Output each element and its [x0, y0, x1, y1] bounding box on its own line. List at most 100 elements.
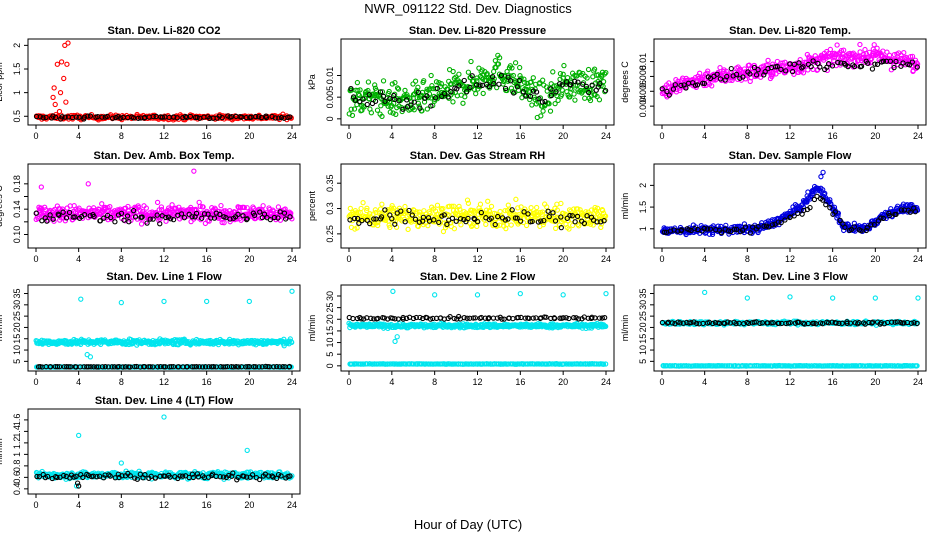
data-point — [193, 210, 200, 217]
data-point — [233, 364, 239, 370]
data-point — [349, 112, 356, 119]
data-point — [864, 225, 870, 231]
outlier-point — [246, 298, 252, 305]
data-point — [381, 315, 388, 321]
data-point — [683, 85, 689, 91]
data-point — [402, 219, 408, 225]
data-point — [559, 82, 565, 88]
data-point — [582, 95, 588, 101]
data-point — [66, 209, 73, 216]
data-point — [107, 203, 113, 210]
x-tick-label: 0 — [659, 377, 664, 387]
data-point — [393, 111, 399, 117]
data-point — [461, 77, 467, 84]
data-point — [775, 219, 781, 225]
data-point — [451, 203, 457, 209]
data-point — [281, 210, 288, 216]
data-point — [541, 217, 547, 224]
data-point — [154, 212, 160, 218]
data-point — [372, 98, 379, 104]
data-point — [560, 71, 566, 77]
data-point — [664, 88, 670, 95]
data-point — [832, 209, 838, 215]
data-point — [893, 211, 899, 218]
data-point — [428, 103, 434, 109]
data-point — [538, 218, 544, 224]
data-point — [709, 83, 715, 89]
data-point — [199, 364, 206, 370]
outlier-point — [702, 289, 708, 296]
data-point — [603, 361, 609, 367]
data-point — [91, 364, 97, 370]
data-point — [837, 217, 843, 224]
y-tick-label: 0.008 — [638, 65, 648, 88]
data-point — [489, 74, 496, 80]
data-point — [808, 63, 814, 70]
data-point — [670, 86, 677, 92]
data-point — [355, 91, 362, 98]
data-point — [790, 68, 796, 75]
data-point — [121, 217, 127, 223]
data-point — [62, 114, 68, 120]
data-point — [535, 219, 542, 225]
data-point — [585, 220, 591, 227]
data-point — [378, 214, 385, 220]
x-tick-label: 20 — [558, 131, 568, 141]
data-point — [251, 205, 257, 212]
x-tick-label: 4 — [702, 254, 707, 264]
outlier-point — [872, 295, 878, 301]
data-point — [398, 208, 404, 214]
y-tick-label: 25 — [638, 311, 648, 321]
data-point — [521, 209, 527, 215]
data-point — [351, 106, 358, 112]
data-point — [235, 364, 242, 370]
data-point — [791, 61, 797, 67]
data-point — [468, 58, 474, 65]
data-point — [554, 207, 560, 213]
data-point — [857, 41, 863, 48]
data-point — [514, 215, 520, 221]
y-tick-label: 1.5 — [638, 201, 648, 214]
data-point — [528, 79, 534, 85]
data-point — [388, 361, 394, 367]
data-point — [857, 49, 863, 55]
data-point — [502, 85, 509, 92]
data-point — [566, 315, 572, 322]
data-point — [694, 82, 701, 88]
data-point — [677, 87, 683, 94]
data-point — [373, 209, 379, 216]
data-point — [257, 209, 263, 215]
x-tick-label: 0 — [346, 377, 351, 387]
data-point — [404, 97, 410, 103]
x-tick-label: 0 — [659, 131, 664, 141]
data-point — [851, 224, 857, 230]
data-point — [91, 213, 97, 220]
data-point — [424, 93, 430, 99]
data-point — [570, 222, 576, 229]
data-point — [380, 78, 387, 84]
data-point — [467, 84, 473, 91]
data-point — [714, 71, 720, 77]
data-point — [138, 221, 145, 227]
data-point — [907, 209, 913, 215]
data-point — [101, 215, 107, 221]
data-point — [596, 315, 603, 321]
data-point — [553, 89, 559, 95]
plot-frame — [27, 38, 301, 126]
data-point — [568, 82, 574, 88]
data-point — [589, 82, 595, 88]
data-point — [542, 98, 548, 105]
data-point — [540, 108, 546, 114]
data-point — [728, 65, 734, 72]
data-point — [891, 52, 898, 58]
y-tick-label: 25 — [325, 303, 335, 313]
data-point — [765, 57, 771, 64]
data-point — [445, 86, 451, 92]
data-point — [241, 204, 247, 211]
data-point — [569, 86, 575, 92]
data-point — [440, 206, 446, 212]
points-layer — [659, 41, 921, 100]
data-point — [742, 224, 749, 230]
data-point — [909, 53, 916, 59]
